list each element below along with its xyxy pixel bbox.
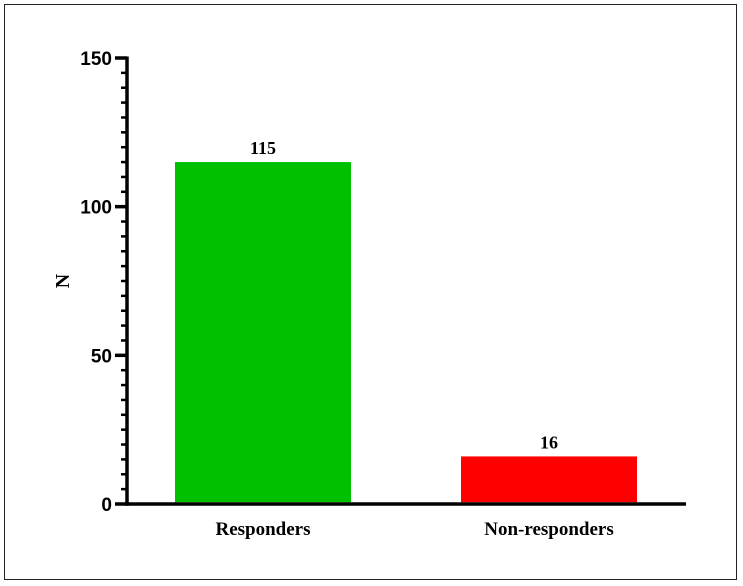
bars [175, 162, 637, 503]
data-label: 115 [250, 138, 276, 158]
bar-responders [175, 162, 351, 503]
data-label: 16 [540, 432, 558, 452]
y-tick-label: 100 [80, 198, 112, 219]
labels: 115 Responders 16 Non-responders [215, 138, 613, 540]
y-tick-label: 50 [91, 346, 112, 367]
x-tick-label: Responders [215, 519, 310, 540]
y-tick-label: 150 [80, 49, 112, 70]
y-major-ticks: 0 50 100 150 [80, 49, 127, 516]
x-tick-label: Non-responders [484, 519, 614, 540]
y-tick-label: 0 [101, 495, 112, 516]
bar-non-responders [461, 456, 637, 503]
y-axis-title: N [52, 273, 74, 288]
